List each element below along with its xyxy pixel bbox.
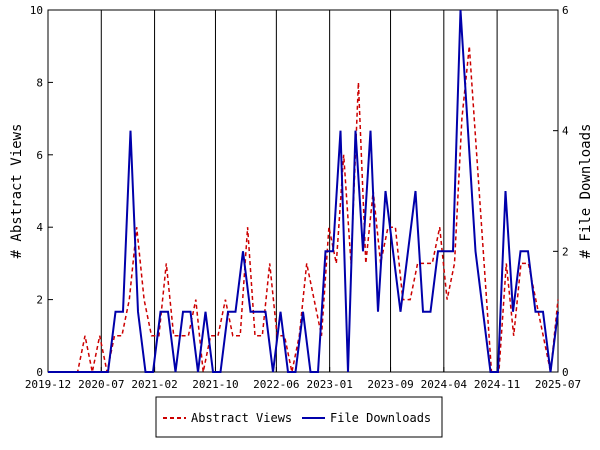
x-tick-label: 2023-01 (306, 378, 352, 391)
right-tick-label: 6 (562, 4, 569, 17)
x-tick-label: 2021-02 (131, 378, 177, 391)
legend: Abstract Views File Downloads (155, 396, 443, 438)
right-tick-label: 4 (562, 125, 569, 138)
left-tick-label: 8 (36, 76, 43, 89)
left-tick-label: 6 (36, 149, 43, 162)
left-axis-title: # Abstract Views (9, 124, 25, 259)
left-tick-label: 0 (36, 366, 43, 379)
x-tick-label: 2022-06 (253, 378, 299, 391)
x-tick-label: 2023-09 (367, 378, 413, 391)
x-axis: 2019-12 2020-07 2021-02 2021-10 2022-06 2023-… (25, 367, 581, 391)
x-tick-label: 2020-07 (78, 378, 124, 391)
series-line-file-downloads (48, 9, 559, 373)
series-line-abstract-views (48, 46, 559, 373)
right-tick-label: 0 (562, 366, 569, 379)
left-tick-label: 2 (36, 294, 43, 307)
series-layer (48, 9, 559, 373)
x-tick-label: 2025-07 (535, 378, 581, 391)
x-tick-label: 2024-04 (421, 378, 468, 391)
left-tick-label: 4 (36, 221, 43, 234)
legend-label-file-downloads: File Downloads (330, 411, 431, 425)
left-tick-label: 10 (30, 4, 43, 17)
x-tick-label: 2024-11 (474, 378, 520, 391)
right-tick-label: 2 (562, 245, 569, 258)
grid-lines (100, 10, 498, 372)
x-tick-label: 2019-12 (25, 378, 71, 391)
right-axis: 0 2 4 6 (553, 4, 569, 379)
legend-label-abstract-views: Abstract Views (191, 411, 292, 425)
legend-box (155, 396, 443, 438)
x-tick-label: 2021-10 (192, 378, 238, 391)
right-axis-title: # File Downloads (578, 124, 594, 259)
